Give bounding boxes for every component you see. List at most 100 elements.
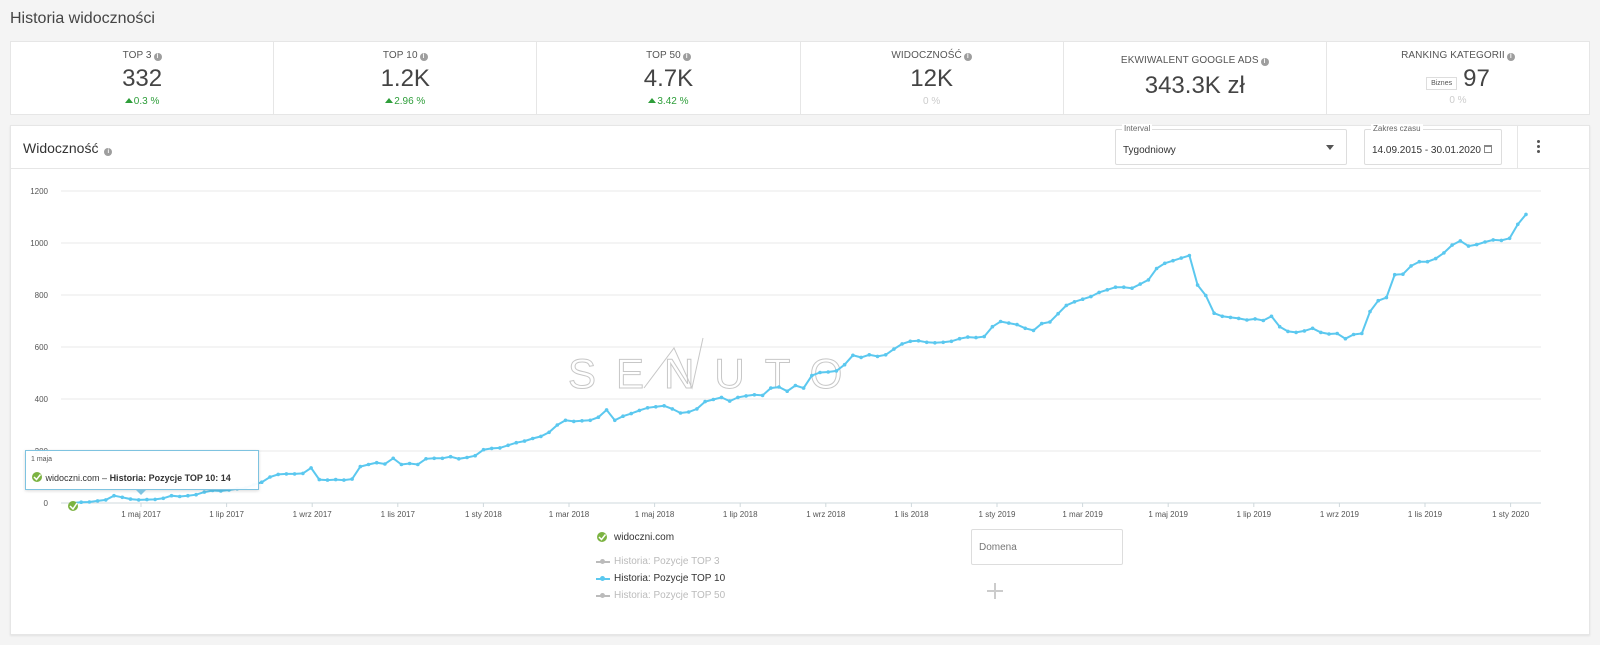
series-point bbox=[1327, 332, 1331, 336]
series-point bbox=[1080, 297, 1085, 301]
series-point bbox=[95, 499, 100, 503]
stat-google-ads: EKWIWALENT GOOGLE ADS i 343.3K zł bbox=[1064, 42, 1327, 114]
series-point bbox=[1023, 326, 1027, 331]
info-icon[interactable]: i bbox=[104, 148, 113, 156]
series-point bbox=[161, 496, 166, 501]
interval-select[interactable]: Interval Tygodniowy bbox=[1115, 124, 1347, 165]
series-point bbox=[662, 404, 666, 408]
series-point bbox=[506, 443, 510, 448]
series-point bbox=[268, 475, 272, 479]
series-point bbox=[489, 446, 494, 451]
series-point bbox=[998, 319, 1003, 324]
series-point bbox=[1228, 315, 1233, 320]
series-point bbox=[522, 439, 527, 443]
series-point bbox=[374, 460, 379, 465]
add-domain-button[interactable] bbox=[987, 583, 1003, 599]
stat-label: RANKING KATEGORII bbox=[1401, 50, 1505, 61]
series-point bbox=[514, 440, 519, 445]
date-range-picker[interactable]: Zakres czasu 14.09.2015 - 30.01.2020 bbox=[1364, 124, 1502, 165]
x-tick-label: 1 lis 2017 bbox=[381, 510, 416, 519]
series-point bbox=[604, 408, 609, 412]
series-point bbox=[793, 383, 798, 388]
series-point bbox=[1507, 236, 1512, 241]
series-point bbox=[186, 493, 190, 498]
series-point bbox=[87, 500, 92, 504]
domain-input[interactable] bbox=[971, 529, 1123, 565]
legend-item-top10[interactable]: Historia: Pozycje TOP 10 bbox=[596, 572, 725, 585]
series-point bbox=[1474, 242, 1479, 247]
series-point bbox=[1089, 294, 1093, 299]
series-point bbox=[333, 477, 338, 482]
series-point bbox=[1236, 316, 1241, 321]
series-point bbox=[974, 335, 978, 340]
series-point bbox=[1031, 328, 1036, 333]
series-point bbox=[966, 335, 970, 339]
series-point bbox=[867, 353, 872, 357]
info-icon[interactable]: i bbox=[419, 53, 428, 61]
series-point bbox=[851, 353, 855, 358]
legend-swatch bbox=[596, 592, 610, 598]
series-point bbox=[309, 466, 313, 470]
chevron-down-icon bbox=[1326, 145, 1334, 150]
date-range-value: 14.09.2015 - 30.01.2020 bbox=[1372, 145, 1481, 156]
series-point bbox=[1015, 322, 1019, 327]
series-line-top10 bbox=[72, 213, 1527, 504]
series-points bbox=[71, 212, 1528, 505]
series-point bbox=[892, 347, 896, 351]
series-point bbox=[859, 355, 863, 360]
series-point bbox=[1277, 324, 1282, 329]
tooltip-series: Historia: Pozycje TOP 10: 14 bbox=[109, 473, 231, 483]
legend-item-top50[interactable]: Historia: Pozycje TOP 50 bbox=[596, 589, 725, 602]
series-point bbox=[908, 339, 913, 344]
series-point bbox=[637, 408, 642, 413]
series-point bbox=[1499, 238, 1504, 243]
info-icon[interactable]: i bbox=[1506, 53, 1515, 61]
interval-value: Tygodniowy bbox=[1123, 145, 1176, 156]
x-tick-label: 1 lis 2018 bbox=[894, 510, 929, 519]
more-menu-button[interactable] bbox=[1517, 126, 1557, 169]
series-point bbox=[1113, 285, 1118, 289]
x-tick-label: 1 maj 2017 bbox=[121, 510, 161, 519]
y-tick-label: 1000 bbox=[30, 239, 48, 248]
series-point bbox=[695, 407, 699, 411]
series-point bbox=[613, 418, 617, 423]
series-point bbox=[202, 490, 207, 494]
series-point bbox=[1261, 318, 1266, 323]
series-point bbox=[1310, 326, 1315, 331]
series-point bbox=[621, 414, 625, 418]
info-icon[interactable]: i bbox=[1260, 58, 1269, 66]
series-point bbox=[760, 393, 765, 398]
info-icon[interactable]: i bbox=[153, 53, 162, 61]
x-tick-label: 1 lip 2018 bbox=[723, 510, 758, 519]
info-icon[interactable]: i bbox=[963, 53, 972, 61]
stat-change: 0.3 % bbox=[133, 96, 160, 107]
series-point bbox=[153, 497, 157, 502]
category-badge: Biznes bbox=[1426, 76, 1458, 90]
stat-change: 2.96 % bbox=[394, 96, 426, 107]
stat-label: TOP 3 bbox=[122, 50, 152, 61]
series-point bbox=[383, 462, 387, 466]
x-tick-label: 1 sty 2019 bbox=[979, 510, 1016, 519]
legend-item-top3[interactable]: Historia: Pozycje TOP 3 bbox=[596, 555, 725, 568]
series-point bbox=[432, 456, 437, 461]
series-point bbox=[1466, 244, 1471, 248]
series-point bbox=[465, 455, 469, 460]
series-point bbox=[580, 419, 584, 423]
info-icon[interactable]: i bbox=[682, 53, 691, 61]
series-point bbox=[112, 493, 116, 498]
series-point bbox=[842, 362, 847, 367]
series-point bbox=[670, 407, 675, 411]
series-point bbox=[1360, 331, 1364, 336]
series-point bbox=[448, 454, 453, 459]
series-point bbox=[342, 478, 346, 482]
series-point bbox=[1163, 261, 1167, 266]
series-point bbox=[1368, 309, 1372, 314]
stat-value: 12K bbox=[910, 65, 953, 92]
series-point bbox=[957, 336, 962, 341]
series-point bbox=[785, 389, 789, 393]
series-point bbox=[1048, 320, 1052, 324]
stat-value: 4.7K bbox=[643, 65, 694, 92]
series-point bbox=[744, 394, 748, 398]
calendar-icon bbox=[1484, 145, 1492, 153]
